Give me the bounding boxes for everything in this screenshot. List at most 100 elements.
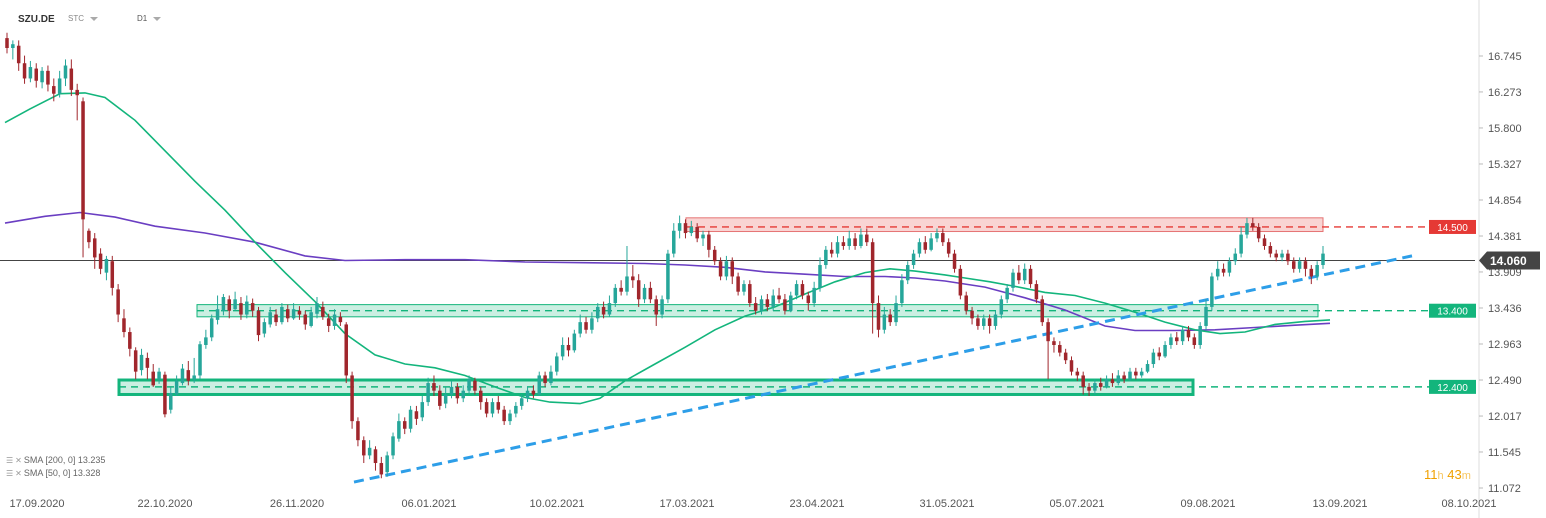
candle-bear <box>888 314 892 323</box>
candle-bull <box>847 238 851 246</box>
candle-bear <box>22 63 27 79</box>
candle-bull <box>104 258 109 273</box>
legend-sma200[interactable]: ☰ ✕ SMA [200, 0] 13.235 <box>6 455 105 465</box>
candle-bull <box>1151 352 1156 365</box>
y-tick-label: 12.017 <box>1488 411 1522 423</box>
settings-icon[interactable]: ☰ <box>6 469 14 478</box>
candle-bull <box>835 242 840 254</box>
resistance-level-tag-bg <box>1429 219 1476 234</box>
candle-bull <box>660 299 664 315</box>
candle-bull <box>812 287 816 304</box>
candle-bear <box>402 421 407 429</box>
legend-sma50-label: SMA [50, 0] 13.328 <box>23 468 101 478</box>
candle-bull <box>595 306 600 319</box>
candle-bull <box>1198 325 1202 345</box>
candle-bull <box>537 375 542 395</box>
timer-hours-unit: h <box>1437 470 1444 482</box>
x-tick-label: 22.10.2020 <box>137 498 192 510</box>
candle-bear <box>619 287 623 292</box>
candle-bear <box>338 316 343 323</box>
support-level-tag-bg <box>1429 303 1476 318</box>
candle-bull <box>1321 253 1325 266</box>
candle-bull <box>461 390 465 399</box>
candle-bull <box>1180 329 1185 342</box>
candle-bear <box>1058 344 1062 353</box>
candle-bull <box>233 299 237 310</box>
sma50-line <box>4 92 1331 405</box>
candle-bear <box>438 390 442 406</box>
candle-bull <box>245 301 249 315</box>
candle-bear <box>765 299 770 307</box>
candle-bear <box>1134 371 1138 376</box>
y-tick-label: 12.963 <box>1488 339 1522 351</box>
close-icon[interactable]: ✕ <box>15 469 22 478</box>
candle-bull <box>724 261 729 277</box>
candle-bear <box>841 242 846 246</box>
close-icon[interactable]: ✕ <box>15 456 22 465</box>
candle-bull <box>625 276 629 292</box>
candle-bull <box>1104 379 1109 387</box>
candle-bull <box>309 312 313 326</box>
candle-bull <box>1116 375 1121 384</box>
x-tick-label: 08.10.2021 <box>1441 498 1496 510</box>
candle-bear <box>695 226 699 239</box>
candle-bear <box>707 234 711 250</box>
candle-bull <box>1139 371 1144 376</box>
candle-bull <box>157 371 161 380</box>
candle-bull <box>204 337 208 345</box>
candle-bear <box>274 314 278 323</box>
trendline-layer <box>353 254 1413 484</box>
settings-icon[interactable]: ☰ <box>6 456 14 465</box>
y-axis: 16.745 16.273 15.800 15.327 14.854 14.381 13.9… <box>1478 0 1522 518</box>
candle-bear <box>250 303 255 311</box>
candle-bear <box>1081 375 1085 387</box>
candle-bear <box>777 295 781 300</box>
candle-bear <box>1262 238 1267 246</box>
y-tick-label: 11.545 <box>1488 447 1521 459</box>
exchange-selector[interactable]: STC <box>68 14 98 23</box>
candle-bull <box>332 314 337 326</box>
candle-bull <box>1227 261 1232 273</box>
candle-bull <box>859 234 863 246</box>
candle-bull <box>449 386 454 395</box>
candle-bull <box>824 249 828 266</box>
candle-bear <box>736 276 740 292</box>
candle-bull <box>742 284 746 292</box>
candle-bear <box>414 411 419 419</box>
candle-bear <box>1157 352 1161 357</box>
candle-bear <box>631 276 635 281</box>
candle-bear <box>1256 226 1261 239</box>
y-tick-label: 13.909 <box>1488 267 1522 279</box>
candle-bull <box>818 265 822 288</box>
candle-bear <box>1046 322 1050 342</box>
symbol-selector[interactable]: SZU.DE <box>18 14 55 25</box>
candle-bull <box>198 344 202 376</box>
candle-bull <box>1011 272 1015 288</box>
candle-bull <box>1163 344 1167 357</box>
candle-bull <box>280 306 284 323</box>
legend-sma200-label: SMA [200, 0] 13.235 <box>23 455 106 465</box>
candle-bear <box>69 68 74 90</box>
candle-bull <box>1204 306 1208 326</box>
candle-bear <box>256 310 261 336</box>
timeframe-label: D1 <box>137 14 148 23</box>
candle-bear <box>531 390 536 395</box>
price-tags: 14.500 13.400 12.400 14.060 <box>1429 219 1540 394</box>
support-level-tag-label: 13.400 <box>1437 307 1468 318</box>
candle-bear <box>163 374 167 415</box>
candle-bull <box>426 383 430 403</box>
candle-bull <box>180 368 185 384</box>
legend-sma50[interactable]: ☰ ✕ SMA [50, 0] 13.328 <box>6 468 100 478</box>
candle-bear <box>479 390 483 403</box>
candle-bull <box>905 265 910 281</box>
candle-bull <box>209 318 214 338</box>
sma200-line <box>4 211 1331 332</box>
candle-bull <box>666 253 670 300</box>
candle-bear <box>87 230 91 243</box>
timeframe-selector[interactable]: D1 <box>137 14 162 23</box>
x-tick-label: 26.11.2020 <box>270 498 324 510</box>
candle-bear <box>227 299 232 311</box>
candle-bull <box>174 380 179 395</box>
candle-bear <box>952 253 957 269</box>
